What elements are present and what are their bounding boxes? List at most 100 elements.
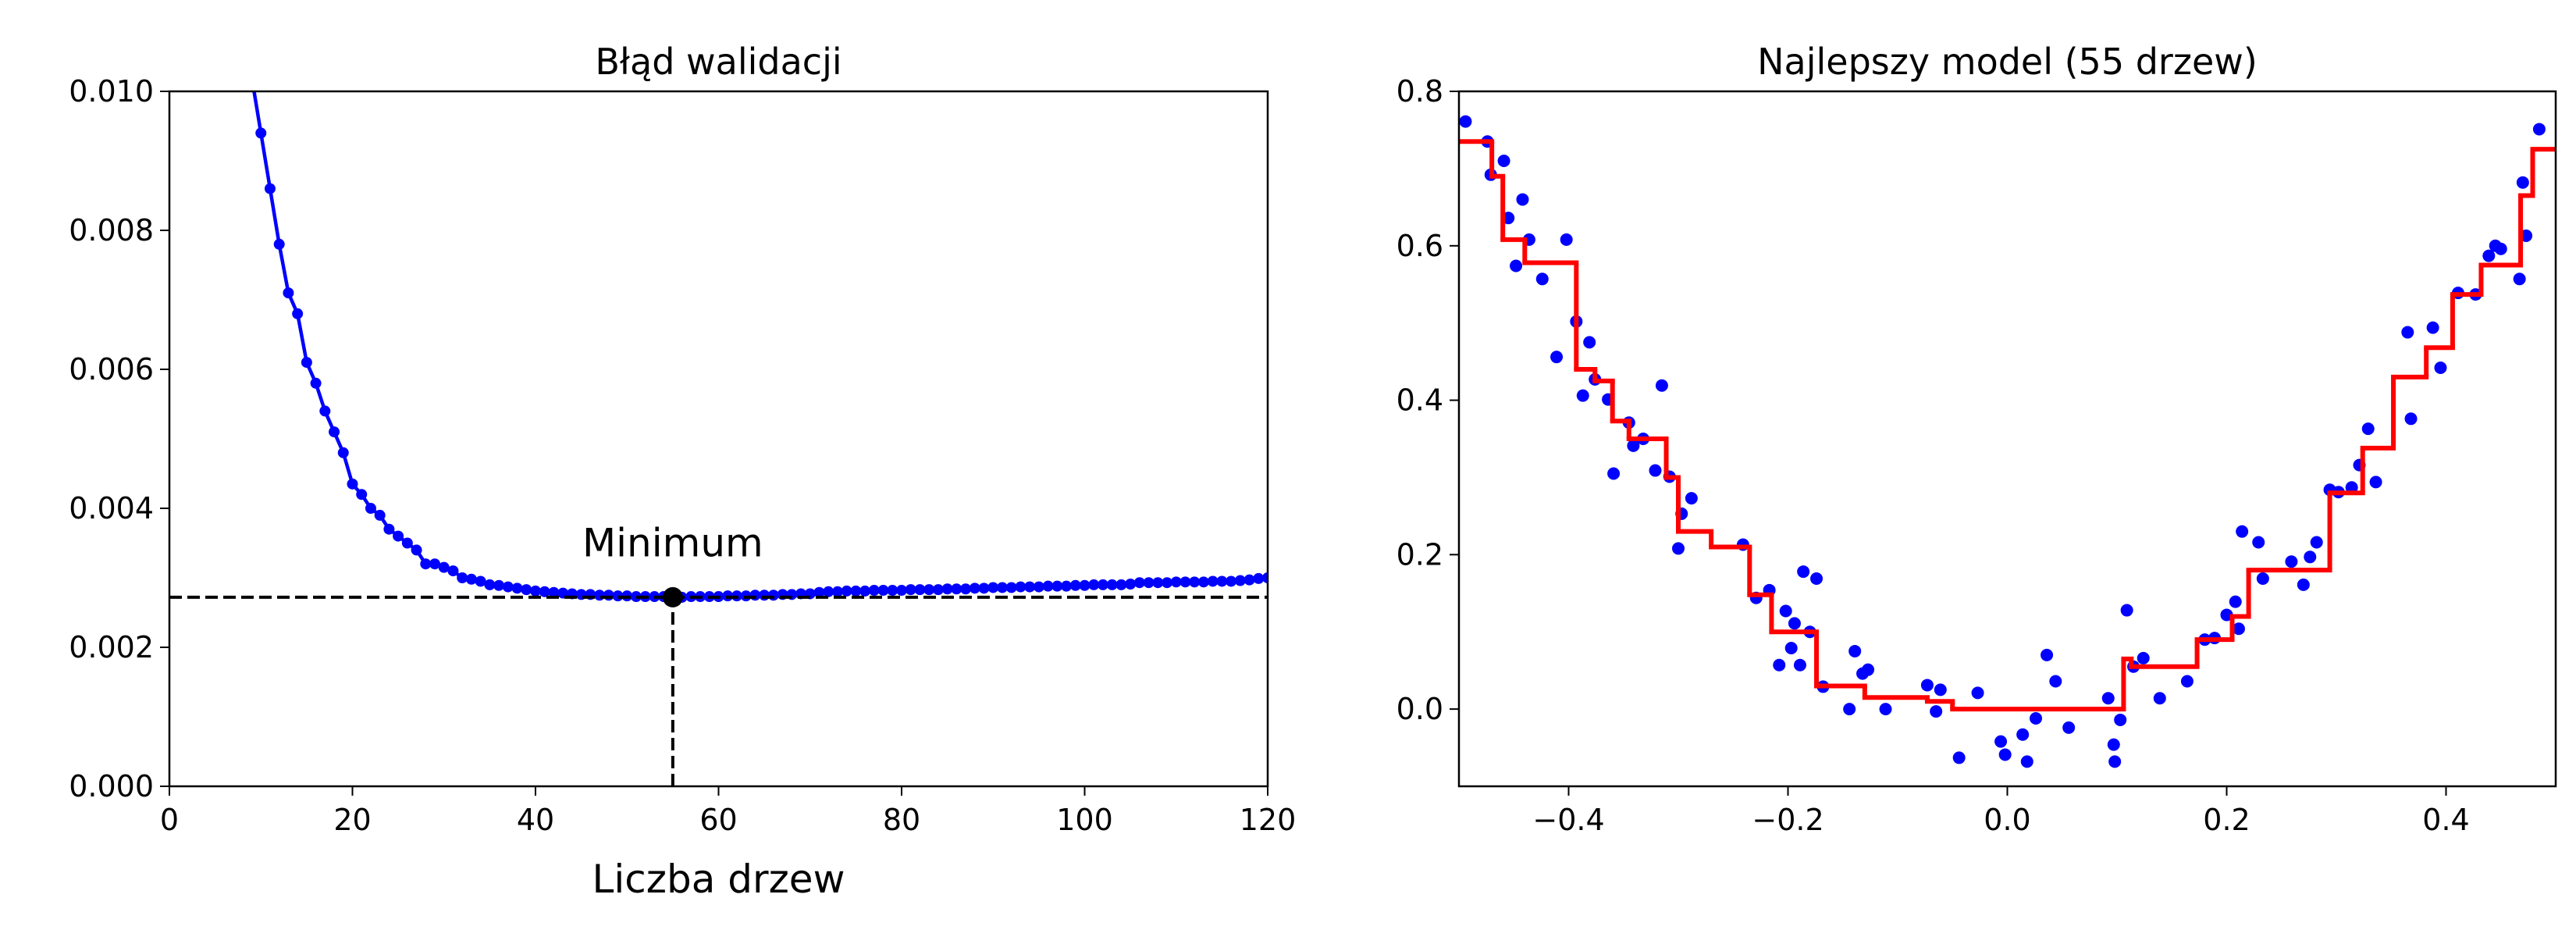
y-tick-label: 0.004 xyxy=(69,491,154,526)
data-point xyxy=(1576,389,1589,402)
y-tick-label: 0.010 xyxy=(69,74,154,109)
error-point xyxy=(923,584,935,596)
data-point xyxy=(2114,713,2127,726)
data-point xyxy=(2482,249,2496,262)
data-point xyxy=(2137,651,2150,664)
error-line xyxy=(252,91,1268,600)
y-tick-label: 0.006 xyxy=(69,352,154,387)
y-tick-label: 0.0 xyxy=(1397,692,1443,726)
data-point xyxy=(1779,604,1792,618)
error-point xyxy=(1133,577,1145,589)
x-tick-label: −0.2 xyxy=(1752,803,1823,837)
data-point xyxy=(2236,525,2249,538)
error-point xyxy=(255,127,267,139)
error-point xyxy=(548,586,560,598)
error-point xyxy=(1179,576,1191,588)
data-point xyxy=(2020,755,2033,768)
data-point xyxy=(1930,705,1943,718)
data-point xyxy=(2297,578,2310,591)
error-point xyxy=(438,561,450,573)
data-point xyxy=(2256,572,2269,585)
error-point xyxy=(887,585,898,597)
error-point xyxy=(1253,572,1265,584)
error-point xyxy=(1162,577,1173,589)
data-point xyxy=(2108,755,2122,768)
error-point xyxy=(987,582,999,593)
x-tick-label: 0 xyxy=(160,803,179,837)
error-point xyxy=(1005,582,1017,593)
data-point xyxy=(2030,711,2043,725)
chart-title: Błąd walidacji xyxy=(595,41,841,83)
error-point xyxy=(365,503,376,514)
y-tick-label: 0.002 xyxy=(69,630,154,664)
error-point xyxy=(1216,575,1228,587)
error-point xyxy=(1079,579,1091,591)
minimum-point xyxy=(662,586,683,607)
data-point xyxy=(2369,476,2382,489)
data-point xyxy=(2229,595,2242,608)
error-point xyxy=(273,238,285,250)
x-tick-label: −0.4 xyxy=(1532,803,1604,837)
data-point xyxy=(1510,259,1523,273)
data-point xyxy=(2516,176,2529,189)
error-point xyxy=(356,489,368,501)
error-point xyxy=(951,583,962,595)
data-point xyxy=(1560,233,1573,246)
y-tick-label: 0.000 xyxy=(69,769,154,803)
error-point xyxy=(813,586,825,598)
error-point xyxy=(457,572,468,583)
data-point xyxy=(1784,641,1798,654)
data-point xyxy=(1497,155,1510,167)
data-point xyxy=(1810,572,1823,585)
data-point xyxy=(2426,321,2439,334)
error-point xyxy=(941,583,953,595)
data-point xyxy=(1934,683,1947,697)
error-point xyxy=(1106,579,1118,590)
x-tick-label: 0.0 xyxy=(1984,803,2030,837)
error-point xyxy=(1207,575,1219,587)
error-point xyxy=(539,586,550,597)
data-point xyxy=(2404,412,2418,426)
error-point xyxy=(1069,579,1081,591)
error-point xyxy=(1189,576,1201,588)
data-point xyxy=(1797,565,1810,579)
data-point xyxy=(1516,193,1529,206)
data-point xyxy=(1607,467,1621,480)
data-point xyxy=(1998,748,2012,761)
data-point xyxy=(2101,692,2115,705)
data-point xyxy=(2304,550,2317,564)
error-point xyxy=(447,565,459,577)
error-point xyxy=(530,585,541,597)
error-point xyxy=(310,377,322,389)
y-tick-label: 0.2 xyxy=(1397,537,1443,572)
data-point xyxy=(2120,604,2133,617)
error-point xyxy=(978,583,990,594)
error-point xyxy=(347,478,358,490)
error-point xyxy=(1097,579,1108,590)
data-point xyxy=(1788,617,1801,630)
error-point xyxy=(475,575,486,587)
error-point xyxy=(996,582,1008,593)
data-point xyxy=(1994,735,2008,748)
data-point xyxy=(1459,115,1472,128)
data-point xyxy=(2153,692,2166,705)
axes-frame xyxy=(1457,90,2557,788)
data-point xyxy=(2361,422,2375,436)
annotation: Minimum xyxy=(582,521,763,566)
x-tick-label: 80 xyxy=(883,803,920,837)
data-point xyxy=(1583,336,1596,349)
error-point xyxy=(465,573,477,585)
data-point xyxy=(2252,536,2265,549)
data-point xyxy=(1848,644,1862,657)
error-point xyxy=(383,523,395,535)
data-point xyxy=(1971,686,1984,700)
error-point xyxy=(1061,580,1073,592)
data-point xyxy=(1793,658,1806,672)
data-point xyxy=(2041,648,2054,661)
error-point xyxy=(511,583,523,594)
error-point xyxy=(283,287,294,299)
error-point xyxy=(292,308,304,319)
error-point xyxy=(859,585,871,597)
error-point xyxy=(831,586,843,597)
